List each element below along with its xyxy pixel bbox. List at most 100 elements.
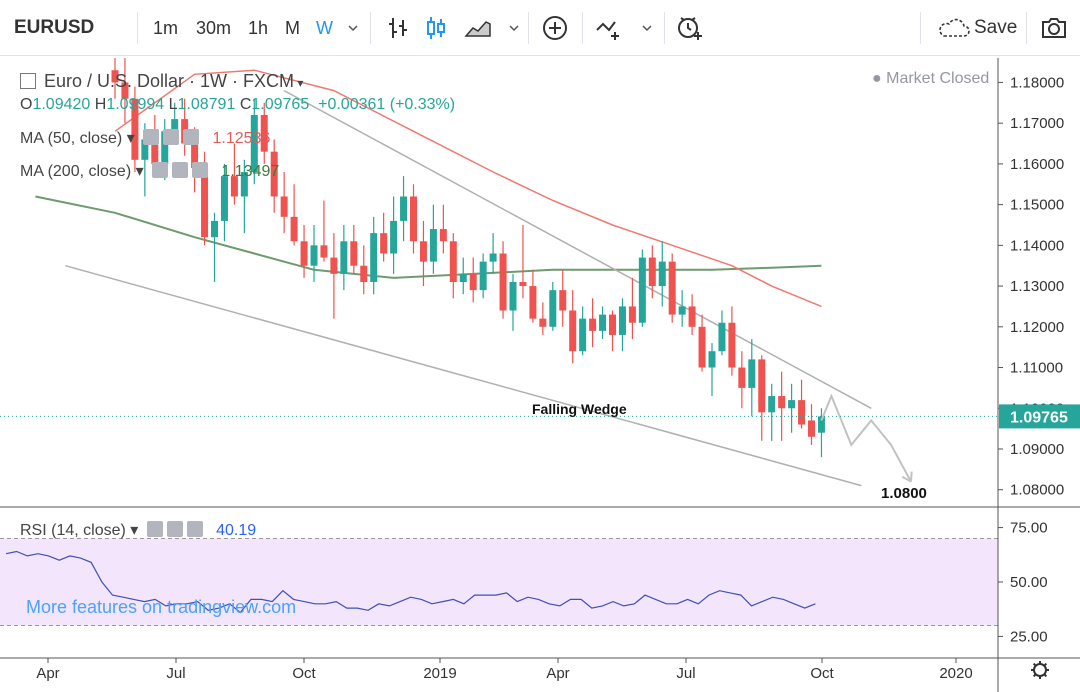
interval-M[interactable]: M xyxy=(285,18,300,38)
candle-body xyxy=(171,119,179,132)
close-value: 1.09765 xyxy=(251,96,310,113)
candle-body xyxy=(589,318,597,331)
toolbar-divider xyxy=(1026,12,1027,44)
candle-body xyxy=(310,245,318,266)
area-icon[interactable] xyxy=(464,14,492,42)
chevron-down-icon[interactable] xyxy=(346,21,360,35)
eye-icon[interactable] xyxy=(146,521,163,537)
alert-icon[interactable] xyxy=(676,14,704,42)
wedge-lower-line xyxy=(65,264,862,487)
candles-icon[interactable] xyxy=(422,14,450,42)
candle-body xyxy=(280,196,288,217)
market-status-label: Market Closed xyxy=(886,70,990,87)
interval-W[interactable]: W xyxy=(316,18,333,38)
candle-body xyxy=(479,261,487,291)
toolbar-divider xyxy=(528,12,529,44)
candle-body xyxy=(549,290,557,327)
gear-tooth xyxy=(1032,673,1037,678)
add-indicator-icon[interactable] xyxy=(541,14,569,42)
candle-body xyxy=(579,318,587,352)
price-tick-label: 1.15000 xyxy=(1010,197,1064,214)
close-icon[interactable] xyxy=(192,162,209,178)
price-tick-label: 1.09000 xyxy=(1010,441,1064,458)
wedge-upper-line xyxy=(283,89,872,409)
bar-style-icon[interactable] xyxy=(384,14,412,42)
candle-body xyxy=(489,253,497,262)
last-price-tag-bg xyxy=(999,404,1080,429)
low-label: L xyxy=(168,96,178,113)
top-toolbar: EURUSD 1m 30m 1h M W Save xyxy=(0,0,1080,56)
watermark-link[interactable]: More features on tradingview.com xyxy=(26,597,297,617)
candle-body xyxy=(688,306,696,327)
eye-icon[interactable] xyxy=(152,162,169,178)
low-value: 1.08791 xyxy=(177,96,236,113)
close-icon[interactable] xyxy=(183,129,200,145)
rsi-line xyxy=(5,550,816,614)
chevron-down-icon[interactable] xyxy=(507,21,521,35)
rsi-legend-row[interactable]: RSI (14, close) ▾ 40.19 xyxy=(20,521,257,539)
candle-body xyxy=(648,257,656,287)
toolbar-divider xyxy=(920,12,921,44)
projection-arrowhead xyxy=(901,471,913,483)
settings-gear-icon[interactable] xyxy=(1031,661,1049,679)
chevron-down-icon[interactable] xyxy=(640,21,654,35)
candle-body xyxy=(748,359,756,388)
time-tick-label: Jul xyxy=(166,665,185,682)
ma50-value: 1.12536 xyxy=(212,130,271,147)
ma200-row[interactable]: MA (200, close) ▾ 1.13497 xyxy=(20,162,280,180)
cloud-icon[interactable] xyxy=(936,14,972,42)
candle-body xyxy=(728,322,736,368)
gear-icon[interactable] xyxy=(163,129,180,145)
price-tick-label: 1.08000 xyxy=(1010,482,1064,499)
candle-body xyxy=(400,196,408,221)
high-value: 1.09994 xyxy=(106,96,165,113)
candle-body xyxy=(211,220,218,238)
candle-body xyxy=(569,310,577,352)
camera-icon[interactable] xyxy=(1040,14,1068,42)
interval-1m[interactable]: 1m xyxy=(153,18,179,38)
candle-body xyxy=(658,261,666,287)
pattern-annotation: Falling Wedge xyxy=(532,401,627,417)
gear-icon[interactable] xyxy=(172,162,189,178)
candle-body xyxy=(698,326,706,368)
close-label: C xyxy=(239,96,252,113)
candle-body xyxy=(638,257,646,323)
candle-body xyxy=(668,261,676,315)
price-chart[interactable]: 1.18000 1.17000 1.16000 1.15000 1.14000 1.130… xyxy=(0,56,1080,692)
interval-30m[interactable]: 30m xyxy=(196,18,232,38)
ma50-row[interactable]: MA (50, close) ▾ 1.12536 xyxy=(20,129,271,147)
rsi-band xyxy=(0,538,998,626)
candle-body xyxy=(439,229,447,242)
close-icon[interactable] xyxy=(186,521,203,537)
gear-tooth xyxy=(1043,662,1048,667)
eye-icon[interactable] xyxy=(143,129,160,145)
candle-body xyxy=(519,282,527,287)
rsi-value: 40.19 xyxy=(216,522,257,539)
candle-body xyxy=(230,176,238,197)
time-tick-label: 2019 xyxy=(423,665,456,682)
candle-body xyxy=(798,400,806,425)
projection-path xyxy=(820,393,912,483)
compare-icon[interactable] xyxy=(595,14,623,42)
candle-body xyxy=(599,314,607,331)
candle-body xyxy=(240,172,248,197)
candle-body xyxy=(350,241,358,266)
candle-body xyxy=(509,282,517,311)
save-button[interactable]: Save xyxy=(974,17,1018,38)
symbol-label[interactable]: EURUSD xyxy=(14,17,95,38)
gear-icon[interactable] xyxy=(166,521,183,537)
gear-tooth xyxy=(1043,673,1048,678)
toolbar-divider xyxy=(664,12,665,44)
market-status: ● Market Closed xyxy=(872,70,990,87)
collapse-icon[interactable] xyxy=(20,73,36,89)
high-label: H xyxy=(94,96,107,113)
time-tick-label: Apr xyxy=(36,665,59,682)
candle-body xyxy=(817,416,825,433)
candle-body xyxy=(718,322,726,352)
ma200-line xyxy=(35,195,822,279)
price-tick-label: 1.14000 xyxy=(1010,237,1064,254)
candle-body xyxy=(708,351,716,368)
interval-1h[interactable]: 1h xyxy=(248,18,269,38)
candle-body xyxy=(609,314,616,335)
change-value: +0.00361 (+0.33%) xyxy=(318,96,456,113)
